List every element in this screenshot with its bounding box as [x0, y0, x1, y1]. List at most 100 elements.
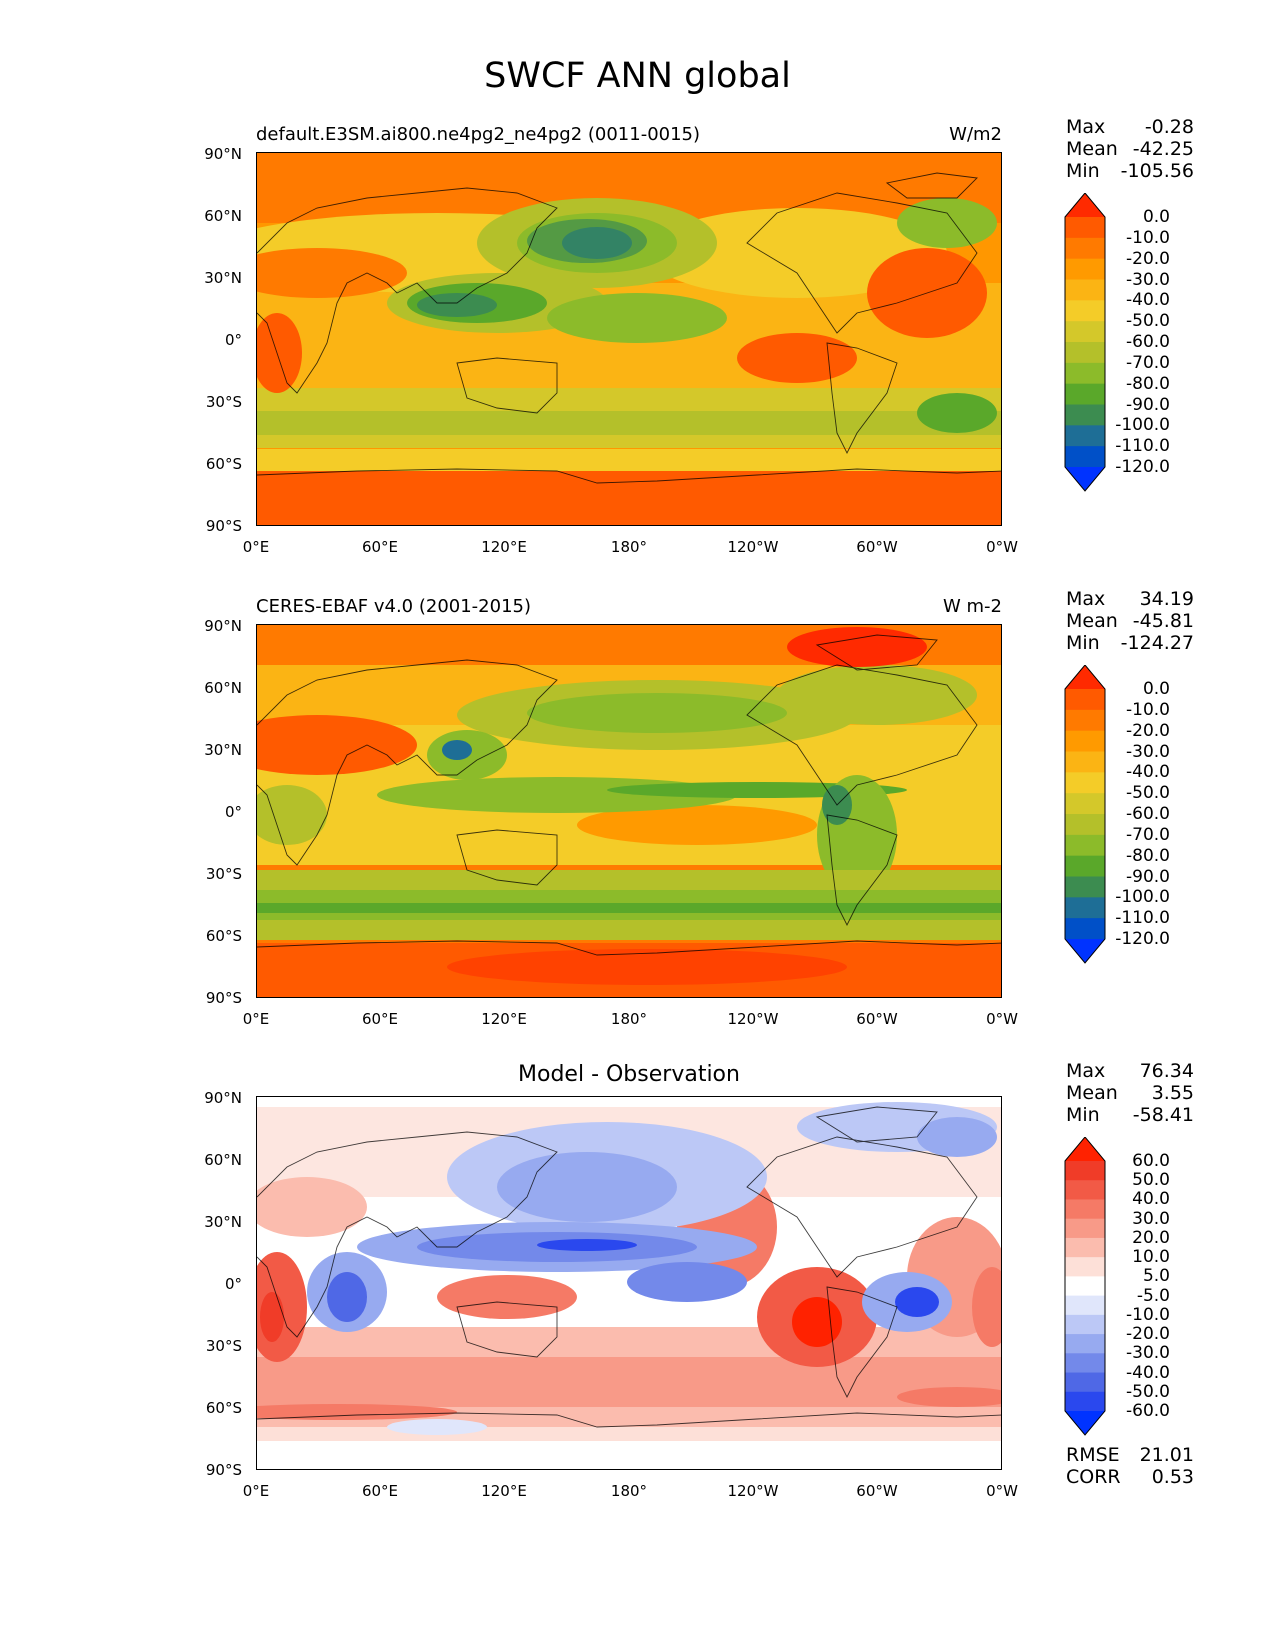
stat-max-label: Max [1066, 588, 1106, 610]
colorbar-segment [1065, 1161, 1105, 1181]
x-tick: 180° [610, 538, 648, 556]
colorbar-tick-label: -40.0 [1126, 1362, 1170, 1383]
stat-min-value: -105.56 [1120, 160, 1194, 182]
colorbar-segment [1065, 709, 1105, 732]
stat-mean-value: -45.81 [1132, 610, 1194, 632]
coastlines [257, 1106, 1001, 1428]
colorbar-segment [1065, 258, 1105, 280]
colorbar-tick-label: -90.0 [1126, 866, 1170, 887]
y-tick: 30°S [205, 1337, 242, 1355]
colorbar-segment [1065, 1180, 1105, 1200]
colorbar-tick-label: -120.0 [1115, 457, 1170, 477]
colorbar-tick-label: -30.0 [1126, 269, 1170, 290]
colorbar-segment [1065, 383, 1105, 405]
colorbar-segment [1065, 876, 1105, 898]
colorbar-tick-label: -110.0 [1115, 908, 1170, 929]
y-tick: 60°S [205, 1399, 242, 1417]
y-tick: 0° [224, 1275, 242, 1293]
x-tick: 0°W [986, 1482, 1018, 1500]
y-tick: 30°S [205, 865, 242, 883]
stat-max-label: Max [1066, 1060, 1106, 1082]
skill-stats-box: RMSE 21.01 CORR 0.53 [1066, 1444, 1194, 1490]
colorbar-segment [1065, 279, 1105, 301]
colorbar-tick-label: -60.0 [1126, 332, 1170, 352]
stat-min-label: Min [1066, 160, 1100, 182]
panel-left-title: CERES-EBAF v4.0 (2001-2015) [256, 596, 532, 617]
x-tick: 0°E [242, 1482, 270, 1500]
colorbar [1064, 1137, 1106, 1436]
x-tick: 0°E [242, 1010, 270, 1028]
colorbar-tick-label: -40.0 [1126, 762, 1170, 783]
y-tick: 90°N [204, 1089, 242, 1107]
colorbar-tick-label: -70.0 [1126, 352, 1170, 373]
stat-min-value: -124.27 [1120, 632, 1194, 654]
colorbar-tick-label: -80.0 [1126, 373, 1170, 394]
colorbar-segment [1065, 425, 1105, 447]
colorbar-segment [1065, 772, 1105, 794]
y-tick: 90°N [204, 617, 242, 635]
panel-left-title: default.E3SM.ai800.ne4pg2_ne4pg2 (0011-0… [256, 124, 701, 145]
stat-rmse-label: RMSE [1066, 1444, 1120, 1466]
x-tick: 60°E [361, 1482, 399, 1500]
map-observation [256, 624, 1002, 998]
colorbar-segment [1065, 1372, 1105, 1393]
stat-mean-value: 3.55 [1151, 1082, 1194, 1104]
colorbar-extend-top [1065, 1137, 1105, 1161]
y-tick: 30°N [204, 1213, 242, 1231]
colorbar-tick-label: -20.0 [1126, 1324, 1170, 1345]
colorbar-segment [1065, 404, 1105, 426]
stats-box: Max 76.34 Mean 3.55 Min -58.41 [1066, 1060, 1194, 1130]
stat-min-label: Min [1066, 1104, 1100, 1126]
colorbar-tick-label: -60.0 [1126, 1401, 1170, 1421]
colorbar-tick-label: -40.0 [1126, 290, 1170, 311]
colorbar-tick-label: -20.0 [1126, 720, 1170, 741]
colorbar-segment [1065, 918, 1105, 940]
y-tick: 60°N [204, 207, 242, 225]
colorbar-extend-top [1065, 193, 1105, 217]
colorbar-segment [1065, 814, 1105, 836]
map-model [256, 152, 1002, 526]
x-tick: 180° [610, 1010, 648, 1028]
colorbar-tick-label: -100.0 [1115, 887, 1170, 908]
colorbar-segment [1065, 793, 1105, 815]
stat-min-label: Min [1066, 632, 1100, 654]
colorbar-tick-label: 5.0 [1142, 1266, 1170, 1287]
colorbar-segment [1065, 1295, 1105, 1316]
x-tick: 0°W [986, 538, 1018, 556]
colorbar-segment [1065, 897, 1105, 919]
colorbar-segment [1065, 1334, 1105, 1354]
colorbar-tick-label: -50.0 [1126, 1381, 1170, 1402]
stat-max-value: 76.34 [1139, 1060, 1194, 1082]
x-tick: 60°E [361, 1010, 399, 1028]
colorbar-segment [1065, 1353, 1105, 1374]
x-tick: 60°W [856, 538, 898, 556]
colorbar-outline [1064, 665, 1106, 964]
colorbar-segment [1065, 730, 1105, 752]
colorbar-segment [1065, 342, 1105, 364]
colorbar-segment [1065, 855, 1105, 877]
colorbar-segment [1065, 1199, 1105, 1220]
panel-center-title: Model - Observation [518, 1062, 740, 1087]
x-tick: 120°W [727, 1482, 779, 1500]
colorbar-tick-label: -20.0 [1126, 248, 1170, 269]
y-tick: 30°N [204, 741, 242, 759]
colorbar-tick-label: -50.0 [1126, 783, 1170, 804]
colorbar-tick-label: 40.0 [1132, 1189, 1170, 1210]
colorbar-segment [1065, 300, 1105, 322]
colorbar-labels: 60.0 50.0 40.0 30.0 20.0 10.0 5.0 -5.0 -10.0 -20.… [1110, 1151, 1170, 1421]
y-tick: 30°N [204, 269, 242, 287]
stat-max-value: 34.19 [1139, 588, 1194, 610]
colorbar-segment [1065, 751, 1105, 773]
stat-mean-value: -42.25 [1132, 138, 1194, 160]
colorbar-outline [1064, 1137, 1106, 1436]
colorbar-tick-label: -120.0 [1115, 929, 1170, 949]
stat-mean-label: Mean [1066, 1082, 1118, 1104]
colorbar-extend-bottom [1065, 939, 1105, 963]
colorbar [1064, 193, 1106, 492]
y-tick: 0° [224, 803, 242, 821]
colorbar-tick-label: -90.0 [1126, 394, 1170, 415]
colorbar-segment [1065, 362, 1105, 385]
colorbar-segment [1065, 1314, 1105, 1335]
y-tick: 0° [224, 331, 242, 349]
colorbar-labels: 0.0 -10.0 -20.0 -30.0 -40.0 -50.0 -60.0 -70.0 -8… [1110, 207, 1170, 477]
